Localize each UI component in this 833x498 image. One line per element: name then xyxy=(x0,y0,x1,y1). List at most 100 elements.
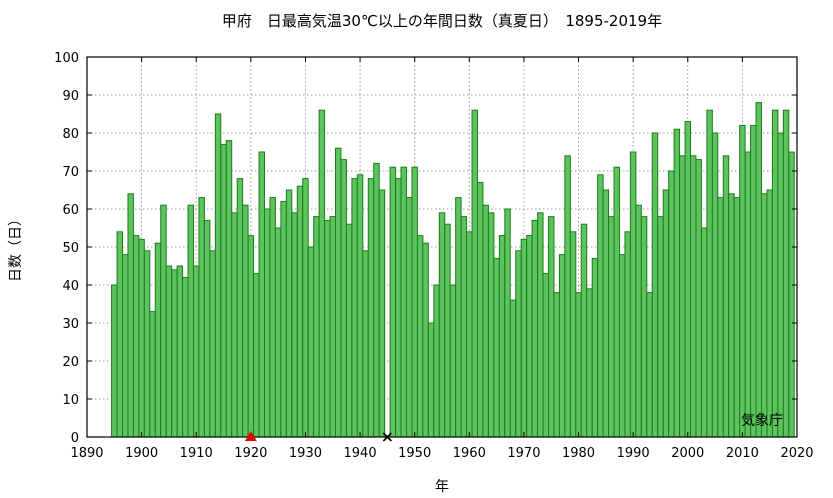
bar xyxy=(449,284,457,438)
bar xyxy=(427,322,435,438)
y-tick-label: 0 xyxy=(71,431,79,446)
bar xyxy=(700,227,708,438)
bar xyxy=(460,216,468,438)
marker-triangle xyxy=(244,431,257,441)
bar xyxy=(548,216,555,438)
x-tick-label: 2000 xyxy=(671,446,704,461)
bar xyxy=(624,231,631,438)
bar xyxy=(695,159,702,438)
bar xyxy=(193,265,200,438)
bar xyxy=(466,231,473,438)
bar xyxy=(231,212,238,438)
bar xyxy=(351,178,358,438)
bar xyxy=(591,257,599,438)
x-axis-label: 年 xyxy=(435,479,449,495)
y-axis: 0 10 20 30 40 50 60 70 80 90 100 xyxy=(54,51,797,446)
bar xyxy=(356,174,364,438)
bar xyxy=(335,147,342,438)
bar xyxy=(733,197,741,438)
bar xyxy=(236,178,244,438)
bar xyxy=(761,193,768,438)
bar xyxy=(531,219,539,438)
bar xyxy=(127,193,134,438)
bar xyxy=(209,250,216,438)
bar xyxy=(711,132,719,438)
bar xyxy=(766,189,773,438)
bar xyxy=(515,250,522,438)
bar xyxy=(788,151,795,438)
bar xyxy=(646,292,653,438)
x-axis: 1890 1900 1910 1920 1930 1940 1950 1960 1970 1980… xyxy=(70,57,814,461)
bar xyxy=(520,238,528,438)
bar xyxy=(258,151,265,438)
bar xyxy=(225,140,233,438)
bar xyxy=(203,219,211,438)
bar xyxy=(755,102,762,438)
bar xyxy=(373,162,380,438)
x-tick-label: 1970 xyxy=(507,446,540,461)
bar xyxy=(690,155,697,438)
y-tick-label: 20 xyxy=(62,355,79,370)
bar xyxy=(302,178,309,438)
bar xyxy=(389,166,397,438)
bar xyxy=(313,216,320,438)
bar xyxy=(247,235,255,438)
bar xyxy=(744,151,752,438)
bar xyxy=(717,197,724,438)
bar xyxy=(750,124,757,438)
bar xyxy=(318,109,326,438)
bar xyxy=(537,212,544,438)
bar xyxy=(220,143,227,438)
bar xyxy=(526,235,533,438)
bar xyxy=(214,113,222,438)
bar xyxy=(280,200,287,438)
x-tick-label: 1990 xyxy=(617,446,650,461)
y-tick-label: 70 xyxy=(62,165,79,180)
bar xyxy=(406,197,413,438)
bar xyxy=(608,216,615,438)
bar xyxy=(635,204,642,438)
bar xyxy=(684,121,691,438)
bar xyxy=(149,311,156,438)
bar xyxy=(575,292,582,438)
bar xyxy=(182,276,189,438)
bar xyxy=(378,189,386,438)
x-tick-label: 1960 xyxy=(453,446,486,461)
bar xyxy=(498,235,506,438)
x-tick-label: 1910 xyxy=(180,446,213,461)
chart-title: 甲府 日最高気温30℃以上の年間日数（真夏日） 1895-2019年 xyxy=(222,12,662,30)
bar xyxy=(564,155,571,438)
bar xyxy=(422,242,429,438)
x-tick-label: 2020 xyxy=(780,446,813,461)
bar xyxy=(242,204,249,438)
bar xyxy=(728,193,735,438)
bar xyxy=(345,223,353,438)
bar xyxy=(411,166,418,438)
bar xyxy=(274,227,282,438)
bar xyxy=(706,109,713,438)
bar xyxy=(640,216,648,438)
bar xyxy=(296,185,304,438)
bar xyxy=(285,189,293,438)
x-tick-label: 1890 xyxy=(70,446,103,461)
bar xyxy=(291,212,298,438)
x-tick-label: 1900 xyxy=(125,446,158,461)
bar xyxy=(509,299,517,438)
bar xyxy=(619,254,626,438)
bar xyxy=(553,292,560,438)
bar xyxy=(176,265,184,438)
bar xyxy=(487,212,495,438)
y-tick-label: 30 xyxy=(62,317,79,332)
bar xyxy=(160,204,167,438)
bar xyxy=(504,208,511,438)
bar xyxy=(777,132,784,438)
bar xyxy=(651,132,659,438)
bar xyxy=(569,231,577,438)
bar xyxy=(367,178,375,438)
bar xyxy=(143,250,151,438)
bar xyxy=(165,265,173,438)
bar xyxy=(329,216,336,438)
y-tick-label: 60 xyxy=(62,203,79,218)
bar xyxy=(597,174,604,438)
bar xyxy=(580,223,588,438)
